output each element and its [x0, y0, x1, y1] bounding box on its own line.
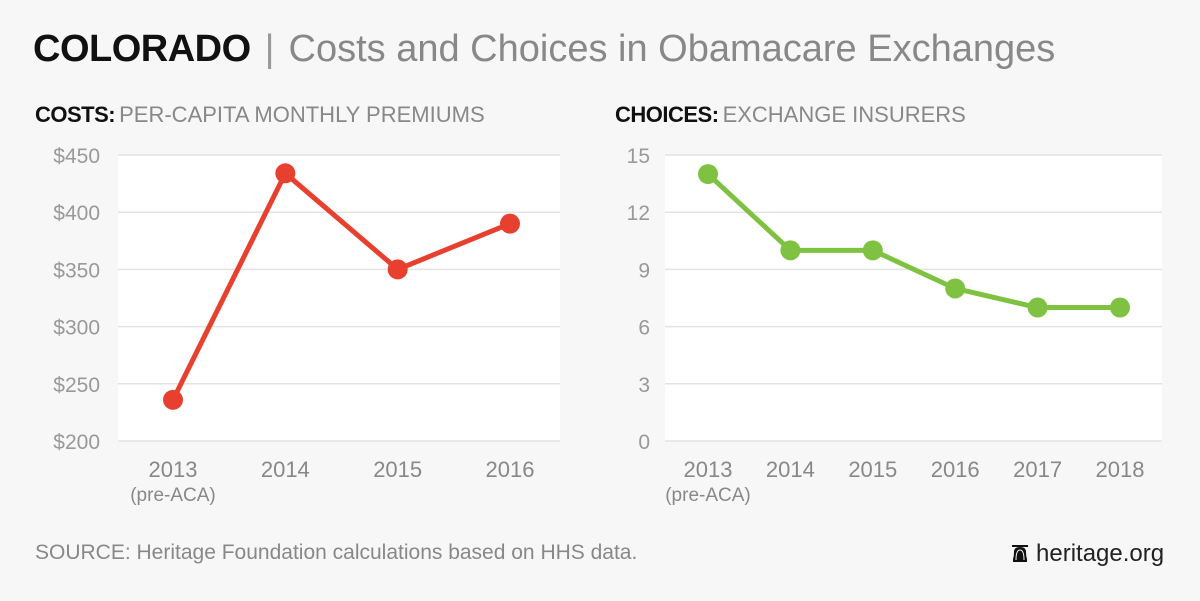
choices-data-point: [1027, 297, 1048, 318]
choices-x-tick-label: 2018: [1096, 457, 1145, 482]
choices-chart-title-rest: EXCHANGE INSURERS: [722, 102, 966, 127]
costs-y-tick-label: $250: [53, 374, 100, 397]
choices-y-tick-label: 6: [638, 317, 650, 340]
costs-y-tick-label: $400: [53, 202, 100, 225]
choices-y-tick-label: 9: [638, 259, 650, 282]
costs-x-tick-label: 2016: [486, 457, 535, 482]
brand-text: heritage.org: [1036, 540, 1165, 567]
page-subtitle: Costs and Choices in Obamacare Exchanges: [288, 28, 1056, 70]
costs-y-tick-label: $300: [53, 317, 100, 340]
choices-data-point: [862, 240, 883, 261]
choices-x-tick-label: 2015: [848, 457, 897, 482]
costs-data-point: [163, 389, 183, 410]
costs-x-tick-label: 2015: [373, 457, 422, 482]
costs-data-point: [275, 163, 296, 184]
costs-chart-title: COSTS: PER-CAPITA MONTHLY PREMIUMS: [35, 102, 485, 128]
costs-data-point: [387, 259, 408, 280]
source-note: SOURCE: Heritage Foundation calculations…: [35, 541, 638, 564]
costs-x-tick-label: 2013: [149, 457, 198, 482]
costs-plot-area: [118, 155, 560, 441]
choices-y-tick-label: 0: [638, 431, 650, 454]
choices-data-point: [1110, 297, 1130, 318]
costs-data-point: [500, 213, 520, 234]
choices-data-point: [698, 164, 718, 185]
costs-x-tick-label: 2014: [261, 457, 310, 482]
costs-series-line: [170, 170, 511, 401]
costs-y-tick-label: $450: [53, 145, 100, 168]
choices-x-tick-sublabel: (pre-ACA): [665, 485, 751, 506]
choices-y-tick-label: 3: [638, 374, 650, 397]
state-name: COLORADO: [33, 28, 251, 70]
costs-chart-title-rest: PER-CAPITA MONTHLY PREMIUMS: [119, 102, 485, 127]
choices-chart-title: CHOICES: EXCHANGE INSURERS: [615, 102, 966, 128]
page-title: COLORADO | Costs and Choices in Obamacare …: [33, 28, 1055, 71]
costs-y-tick-label: $200: [53, 431, 100, 454]
brand-link[interactable]: heritage.org: [1010, 540, 1164, 568]
title-separator: |: [264, 28, 275, 70]
choices-x-tick-label: 2017: [1013, 457, 1062, 482]
costs-chart-title-bold: COSTS:: [35, 102, 116, 127]
choices-y-tick-label: 15: [627, 145, 650, 168]
choices-data-point: [780, 240, 801, 261]
costs-x-tick-sublabel: (pre-ACA): [130, 485, 216, 506]
choices-x-tick-label: 2013: [684, 457, 733, 482]
choices-chart-title-bold: CHOICES:: [615, 102, 719, 127]
choices-x-tick-label: 2014: [766, 457, 815, 482]
choices-series-line: [706, 172, 1120, 311]
costs-y-tick-label: $350: [53, 259, 100, 282]
choices-plot-area: [665, 155, 1162, 441]
choices-y-tick-label: 12: [627, 202, 650, 225]
liberty-bell-icon: [1012, 545, 1028, 562]
choices-data-point: [945, 278, 966, 299]
choices-x-tick-label: 2016: [931, 457, 980, 482]
